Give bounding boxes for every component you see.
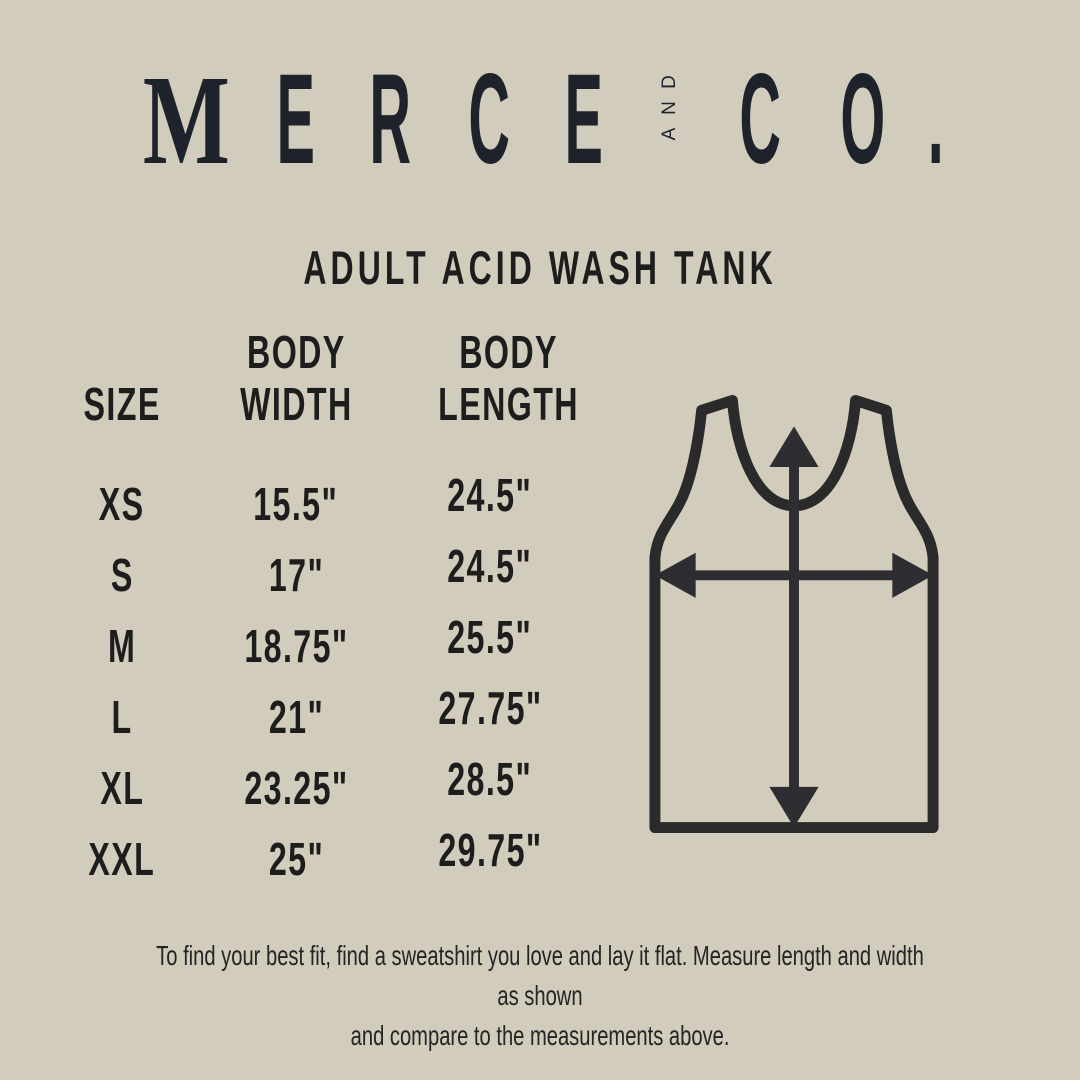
- column-header-size: SIZE: [83, 378, 161, 430]
- body-width-arrow-icon: [654, 552, 934, 598]
- column-header-body-width: BODY WIDTH: [239, 326, 353, 430]
- tank-measurement-diagram: [649, 394, 939, 834]
- product-title-text: ADULT ACID WASH TANK: [303, 241, 777, 294]
- product-title: ADULT ACID WASH TANK: [0, 244, 1080, 291]
- body-width-value: 25": [268, 832, 324, 885]
- body-length-value: 29.75": [437, 823, 543, 876]
- body-length-arrow-icon: [769, 426, 819, 828]
- fit-instructions-line2: and compare to the measurements above.: [350, 1020, 730, 1051]
- size-label: XXL: [88, 832, 156, 885]
- size-label: M: [107, 619, 137, 672]
- size-label: XS: [99, 477, 145, 530]
- body-width-value: 15.5": [253, 477, 339, 530]
- size-label: XL: [100, 761, 144, 814]
- body-width-value: 21": [268, 690, 324, 743]
- body-length-value: 25.5": [447, 610, 533, 663]
- body-width-value: 18.75": [243, 619, 349, 672]
- fit-instructions: To find your best fit, find a sweatshirt…: [0, 936, 1080, 1056]
- body-width-value: 17": [268, 548, 324, 601]
- column-header-body-length: BODY LENGTH: [438, 326, 579, 430]
- body-length-value: 28.5": [447, 752, 533, 805]
- body-length-value: 24.5": [447, 468, 533, 521]
- body-width-value: 23.25": [243, 761, 349, 814]
- size-label: S: [110, 548, 134, 601]
- body-length-value: 24.5": [447, 539, 533, 592]
- fit-instructions-line1: To find your best fit, find a sweatshirt…: [156, 940, 924, 1011]
- size-label: L: [111, 690, 133, 743]
- size-chart-header: SIZE BODY WIDTH BODY LENGTH: [60, 326, 579, 430]
- size-chart-body: XS 15.5" 24.5" S 17" 24.5" M 18.75" 25.5…: [60, 468, 572, 894]
- tank-top-outline-icon: [649, 394, 939, 834]
- body-length-value: 27.75": [437, 681, 543, 734]
